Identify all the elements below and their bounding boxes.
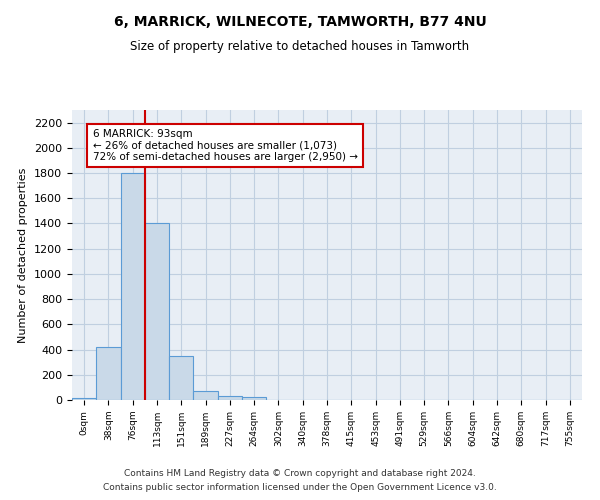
- Y-axis label: Number of detached properties: Number of detached properties: [19, 168, 28, 342]
- Bar: [193, 390, 218, 400]
- Text: 6 MARRICK: 93sqm
← 26% of detached houses are smaller (1,073)
72% of semi-detach: 6 MARRICK: 93sqm ← 26% of detached house…: [92, 129, 358, 162]
- Text: Contains public sector information licensed under the Open Government Licence v3: Contains public sector information licen…: [103, 484, 497, 492]
- Bar: [242, 398, 266, 400]
- Bar: [145, 224, 169, 400]
- Bar: [96, 347, 121, 400]
- Bar: [169, 356, 193, 400]
- Text: 6, MARRICK, WILNECOTE, TAMWORTH, B77 4NU: 6, MARRICK, WILNECOTE, TAMWORTH, B77 4NU: [113, 15, 487, 29]
- Bar: [121, 173, 145, 400]
- Text: Contains HM Land Registry data © Crown copyright and database right 2024.: Contains HM Land Registry data © Crown c…: [124, 468, 476, 477]
- Text: Size of property relative to detached houses in Tamworth: Size of property relative to detached ho…: [130, 40, 470, 53]
- Bar: [218, 396, 242, 400]
- Bar: [72, 398, 96, 400]
